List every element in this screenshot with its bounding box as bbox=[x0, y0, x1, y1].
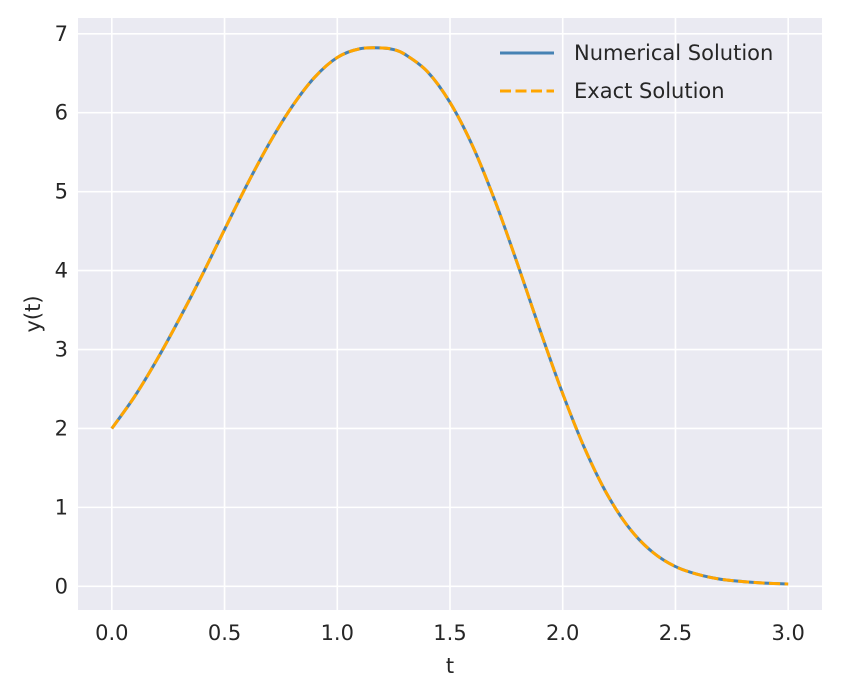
legend-label: Exact Solution bbox=[574, 79, 725, 103]
grid-lines bbox=[78, 18, 822, 610]
x-tick-label: 1.0 bbox=[321, 621, 354, 645]
legend: Numerical Solution Exact Solution bbox=[500, 41, 773, 103]
x-tick-label: 0.0 bbox=[95, 621, 128, 645]
x-tick-label: 0.5 bbox=[208, 621, 241, 645]
series-layer bbox=[110, 46, 789, 586]
series-line-exact-solution bbox=[110, 46, 789, 586]
y-tick-label: 0 bbox=[55, 574, 68, 598]
x-tick-label: 3.0 bbox=[771, 621, 804, 645]
y-tick-label: 2 bbox=[55, 416, 68, 440]
x-tick-label: 1.5 bbox=[433, 621, 466, 645]
x-axis-label: t bbox=[446, 654, 454, 678]
y-tick-labels: 0 1 2 3 4 5 6 7 bbox=[55, 22, 68, 599]
y-tick-label: 1 bbox=[55, 495, 68, 519]
x-tick-label: 2.5 bbox=[659, 621, 692, 645]
y-axis-label: y(t) bbox=[21, 295, 45, 332]
x-tick-label: 2.0 bbox=[546, 621, 579, 645]
y-tick-label: 5 bbox=[55, 180, 68, 204]
y-tick-label: 3 bbox=[55, 338, 68, 362]
y-tick-label: 6 bbox=[55, 101, 68, 125]
x-tick-labels: 0.0 0.5 1.0 1.5 2.0 2.5 3.0 bbox=[95, 621, 805, 645]
y-tick-label: 7 bbox=[55, 22, 68, 46]
y-tick-label: 4 bbox=[55, 259, 68, 283]
legend-label: Numerical Solution bbox=[574, 41, 773, 65]
